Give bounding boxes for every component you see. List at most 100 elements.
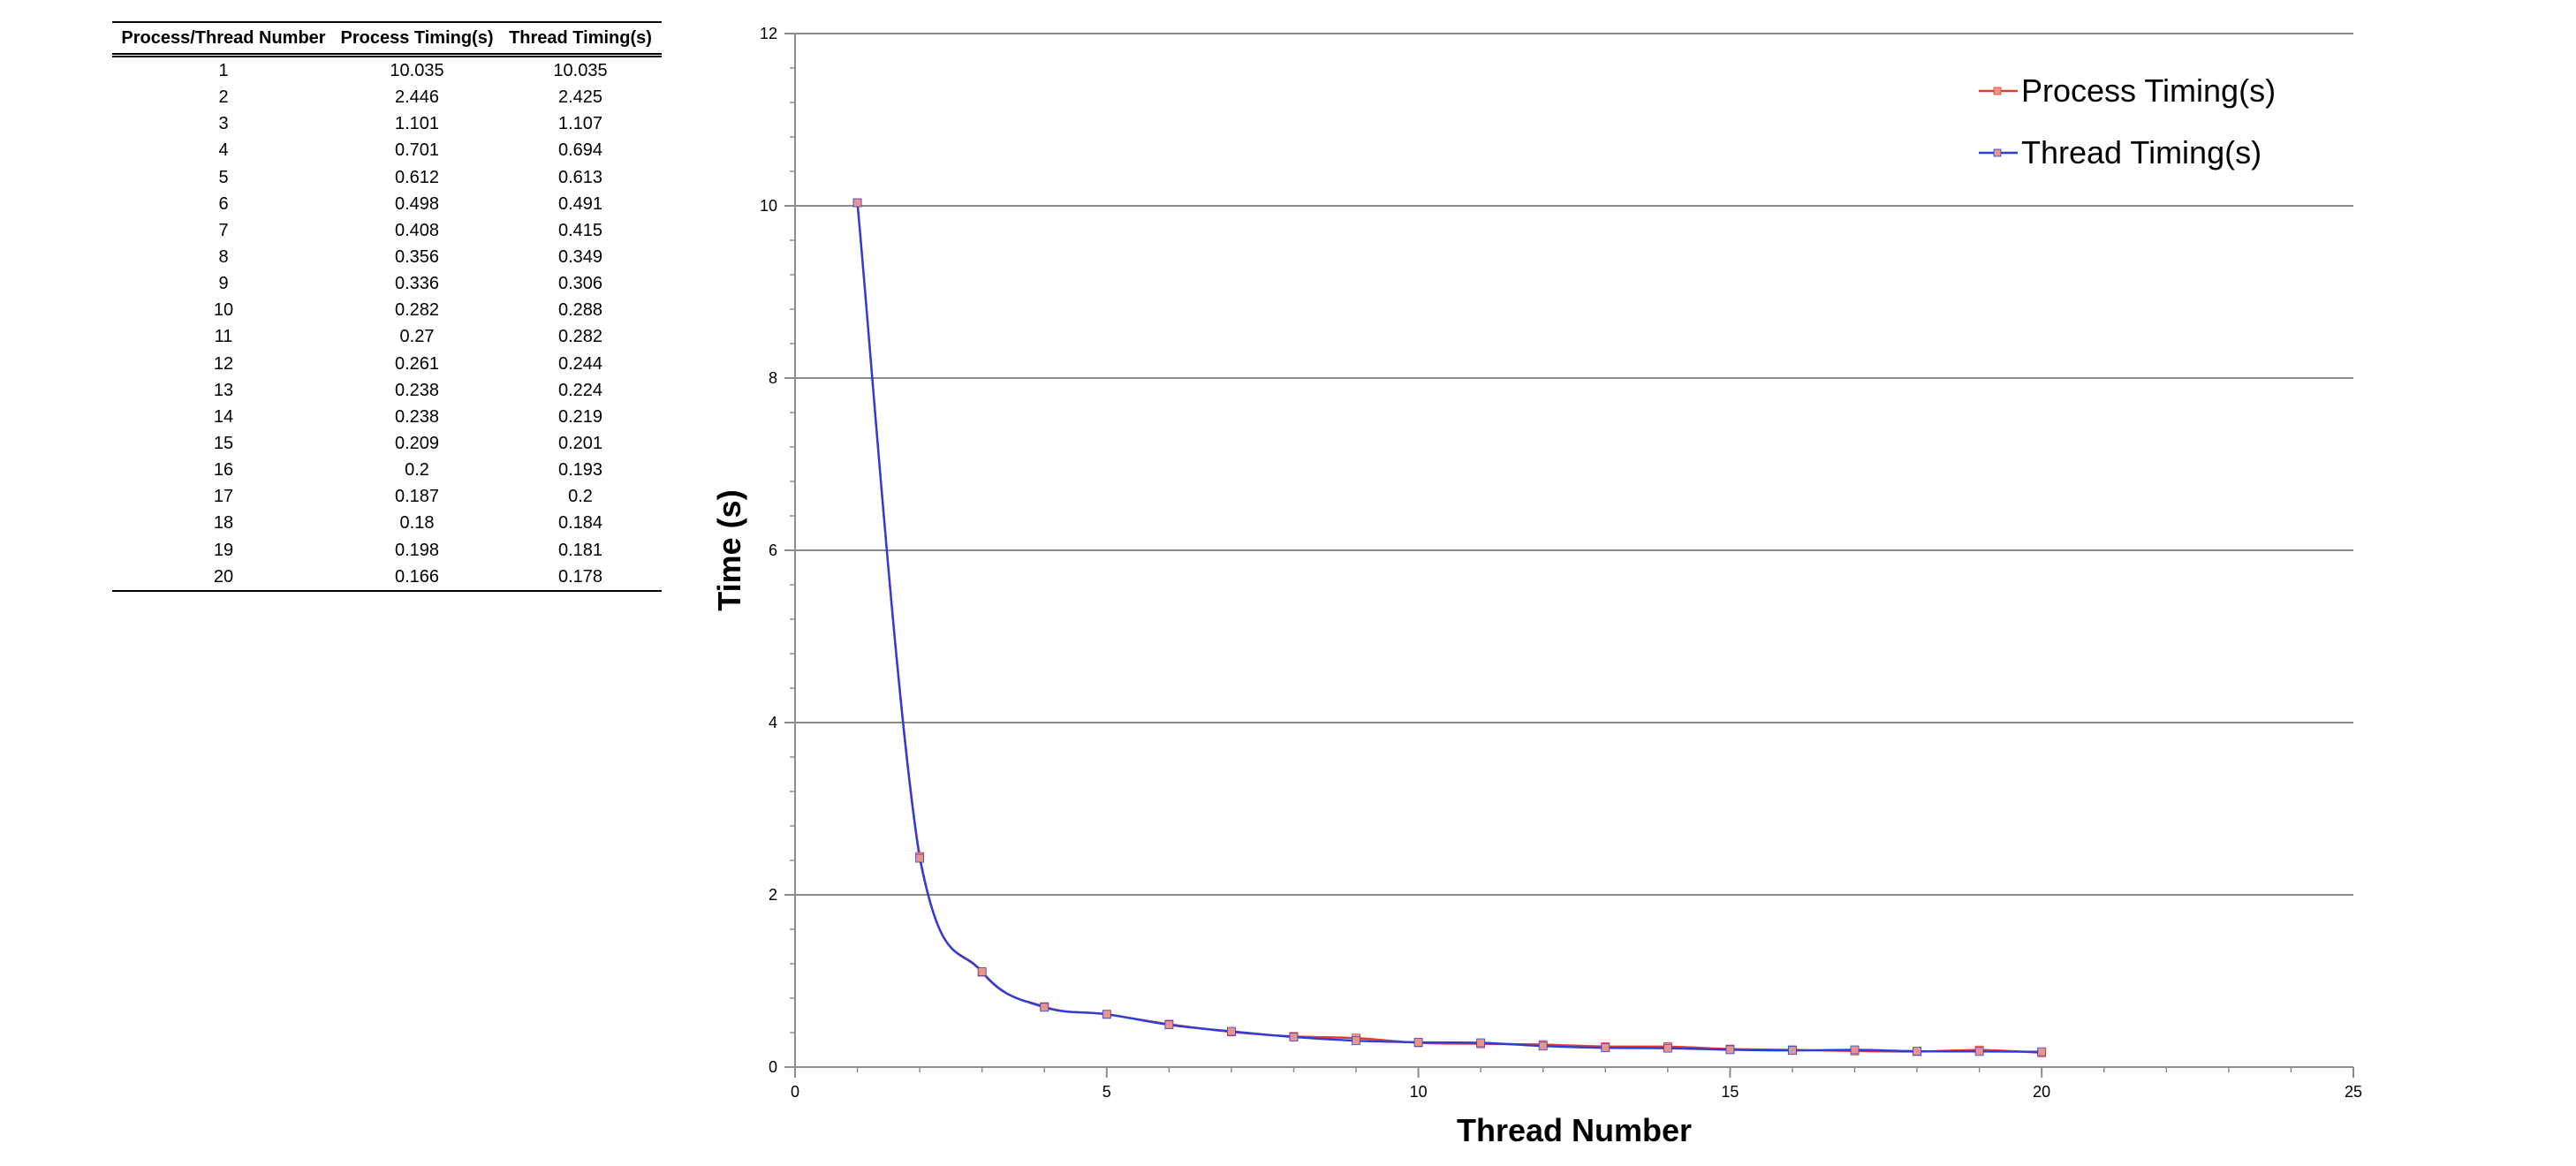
table-row: 2 2.446 2.425 (112, 84, 662, 110)
cell-process-timing: 0.356 (394, 247, 440, 268)
y-tick-label: 6 (769, 541, 777, 559)
table-row: 1 10.035 10.035 (112, 56, 662, 85)
legend-swatch-marker (1993, 87, 2002, 95)
table-row: 4 0.701 0.694 (112, 137, 662, 163)
table-row: 16 0.2 0.193 (112, 457, 662, 483)
process-timing-series-line (856, 202, 2042, 1055)
timing-table-header: Process/Thread Number Process Timing(s) … (112, 21, 662, 57)
cell-process-timing: 2.446 (394, 87, 440, 108)
cell-thread-number: 3 (218, 114, 229, 134)
cell-thread-number: 12 (213, 353, 234, 374)
thread-timing-point (1850, 1045, 1860, 1055)
thread-timing-point (1538, 1041, 1548, 1051)
cell-process-timing: 0.261 (394, 353, 440, 374)
cell-thread-number: 20 (112, 563, 335, 592)
cell-thread-number: 14 (213, 406, 234, 427)
thread-timing-point (1725, 1045, 1735, 1055)
x-tick-label: 20 (2033, 1083, 2050, 1101)
cell-thread-number: 13 (213, 380, 234, 400)
cell-thread-timing: 0.201 (557, 434, 603, 454)
table-row: 3 1.101 1.107 (112, 110, 662, 137)
table-row: 11 0.27 0.282 (112, 323, 662, 350)
y-tick-label: 0 (769, 1058, 777, 1076)
cell-thread-number: 10 (213, 300, 234, 321)
thread-timing-point (1413, 1038, 1423, 1047)
table-row: 9 0.336 0.306 (112, 270, 662, 297)
table-row: 18 0.18 0.184 (112, 510, 662, 536)
y-axis-title: Time (s) (711, 489, 747, 610)
thread-timing-point (1352, 1036, 1360, 1046)
y-tick-label: 2 (769, 886, 777, 904)
cell-process-timing: 0.336 (394, 274, 440, 294)
thread-timing-series-line (856, 202, 2042, 1053)
cell-process-timing: 0.238 (394, 406, 440, 427)
cell-thread-timing: 2.425 (557, 87, 603, 108)
cell-process-timing: 0.701 (394, 140, 440, 161)
y-tick-label: 10 (760, 197, 777, 215)
cell-thread-timing: 0.306 (557, 274, 603, 294)
x-tick-label: 10 (1410, 1083, 1428, 1101)
thread-timing-point (1788, 1046, 1797, 1056)
y-tick-label: 4 (769, 714, 777, 731)
x-tick-label: 5 (1102, 1083, 1111, 1101)
cell-process-timing: 0.612 (394, 167, 440, 187)
cell-thread-number: 2 (218, 87, 229, 108)
table-row: 20 0.166 0.178 (112, 563, 662, 592)
x-tick-label: 25 (2345, 1083, 2362, 1101)
thread-timing-point (2037, 1047, 2047, 1056)
thread-timing-point (1164, 1020, 1174, 1030)
cell-thread-timing: 0.491 (557, 193, 603, 214)
x-tick-label: 15 (1721, 1083, 1739, 1101)
legend-label: Thread Timing(s) (2021, 134, 2262, 170)
thread-timing-point (1476, 1038, 1486, 1048)
cell-thread-number: 16 (213, 460, 234, 481)
x-axis-title: Thread Number (1457, 1112, 1692, 1148)
cell-thread-timing: 0.178 (499, 563, 662, 592)
cell-thread-timing: 0.613 (557, 167, 603, 187)
cell-thread-number: 7 (218, 220, 229, 240)
cell-thread-number: 8 (218, 247, 229, 268)
thread-timing-point (1913, 1047, 1921, 1056)
table-row: 14 0.238 0.219 (112, 404, 662, 430)
timing-table-container: Process/Thread Number Process Timing(s) … (112, 21, 662, 592)
table-row: 5 0.612 0.613 (112, 164, 662, 191)
cell-process-timing: 10.035 (390, 61, 444, 81)
table-row: 17 0.187 0.2 (112, 483, 662, 510)
thread-timing-point (1663, 1043, 1672, 1053)
cell-process-timing: 0.209 (394, 434, 440, 454)
cell-thread-timing: 10.035 (553, 61, 608, 81)
cell-process-timing: 0.166 (335, 563, 499, 592)
cell-process-timing: 1.101 (394, 114, 440, 134)
cell-thread-number: 19 (213, 540, 234, 560)
cell-thread-number: 1 (218, 61, 229, 81)
cell-thread-number: 15 (213, 434, 234, 454)
legend-swatch-marker (1993, 148, 2002, 157)
cell-thread-timing: 0.415 (557, 220, 603, 240)
column-header-thread-number: Process/Thread Number (112, 21, 335, 57)
cell-process-timing: 0.498 (394, 193, 440, 214)
cell-process-timing: 0.282 (394, 300, 440, 321)
cell-thread-number: 5 (218, 167, 229, 187)
table-row: 7 0.408 0.415 (112, 217, 662, 244)
cell-process-timing: 0.238 (394, 380, 440, 400)
table-row: 13 0.238 0.224 (112, 377, 662, 404)
table-row: 15 0.209 0.201 (112, 430, 662, 457)
thread-timing-point (1102, 1010, 1111, 1019)
cell-thread-number: 17 (213, 487, 234, 507)
thread-timing-point (915, 853, 925, 863)
cell-process-timing: 0.198 (394, 540, 440, 560)
cell-thread-timing: 0.349 (557, 247, 603, 268)
y-tick-label: 8 (769, 369, 777, 387)
cell-thread-number: 18 (213, 513, 234, 534)
timing-table: Process/Thread Number Process Timing(s) … (112, 21, 662, 592)
cell-thread-timing: 0.184 (557, 513, 603, 534)
y-tick-label: 12 (760, 25, 777, 42)
x-tick-label: 0 (791, 1083, 799, 1101)
cell-thread-timing: 0.224 (557, 380, 603, 400)
thread-timing-point (1227, 1026, 1236, 1036)
cell-thread-timing: 0.219 (557, 406, 603, 427)
cell-thread-timing: 0.2 (568, 487, 593, 507)
table-row: 10 0.282 0.288 (112, 297, 662, 323)
